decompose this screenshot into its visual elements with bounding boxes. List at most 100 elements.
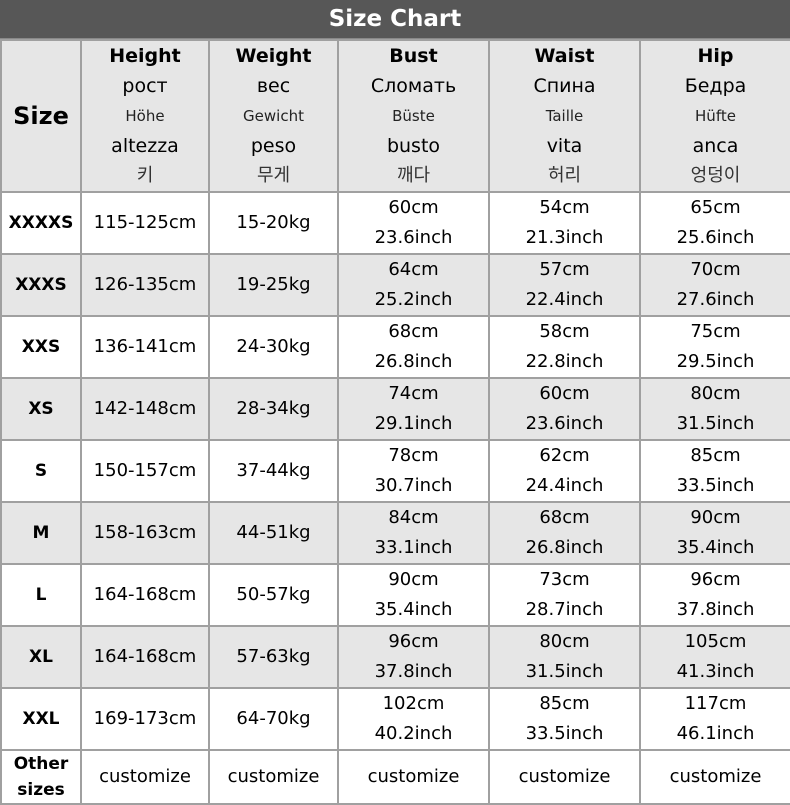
hip-inch: 31.5inch <box>676 413 755 434</box>
header-label-it: vita <box>546 135 583 157</box>
waist-cell: 54cm 21.3inch <box>488 191 641 255</box>
header-label-it: altezza <box>111 135 179 157</box>
header-label-ko: 키 <box>136 165 154 186</box>
waist-cm: 68cm <box>539 507 590 528</box>
other-label-line1: Other <box>13 754 69 774</box>
header-weight: Weight вес Gewicht peso 무게 <box>208 39 339 193</box>
waist-inch: 26.8inch <box>525 537 604 558</box>
customize-cell: customize <box>337 749 490 805</box>
waist-cm: 85cm <box>539 693 590 714</box>
waist-cm: 80cm <box>539 631 590 652</box>
hip-cell: 75cm 29.5inch <box>639 315 790 379</box>
hip-cm: 90cm <box>690 507 741 528</box>
hip-cell: 96cm 37.8inch <box>639 563 790 627</box>
header-label-ko: 허리 <box>547 165 582 186</box>
waist-cm: 73cm <box>539 569 590 590</box>
header-label-en: Hip <box>697 45 734 67</box>
header-row: Size Height рост Höhe altezza 키 Weight вес Gewi… <box>0 39 790 193</box>
waist-inch: 31.5inch <box>525 661 604 682</box>
size-cell: XL <box>0 625 82 689</box>
table-row: XXS 136-141cm 24-30kg 68cm 26.8inch 58cm 22.8i… <box>0 315 790 379</box>
hip-cell: 90cm 35.4inch <box>639 501 790 565</box>
customize-cell: customize <box>80 749 210 805</box>
size-cell: XXXS <box>0 253 82 317</box>
waist-inch: 21.3inch <box>525 227 604 248</box>
bust-inch: 25.2inch <box>374 289 453 310</box>
height-cell: 126-135cm <box>80 253 210 317</box>
table-row: XS 142-148cm 28-34kg 74cm 29.1inch 60cm 23.6in… <box>0 377 790 441</box>
waist-inch: 28.7inch <box>525 599 604 620</box>
header-label-en: Weight <box>235 45 312 67</box>
hip-cm: 85cm <box>690 445 741 466</box>
table-row: XXXXS 115-125cm 15-20kg 60cm 23.6inch 54cm 21.… <box>0 191 790 255</box>
weight-cell: 50-57kg <box>208 563 339 627</box>
table-row: S 150-157cm 37-44kg 78cm 30.7inch 62cm 24.4inc… <box>0 439 790 503</box>
bust-inch: 37.8inch <box>374 661 453 682</box>
weight-cell: 57-63kg <box>208 625 339 689</box>
height-cell: 136-141cm <box>80 315 210 379</box>
header-label-en: Waist <box>534 45 595 67</box>
weight-cell: 44-51kg <box>208 501 339 565</box>
bust-cell: 64cm 25.2inch <box>337 253 490 317</box>
bust-inch: 30.7inch <box>374 475 453 496</box>
header-label-ko: 무게 <box>256 165 291 186</box>
hip-cm: 96cm <box>690 569 741 590</box>
header-bust: Bust Сломать Büste busto 깨다 <box>337 39 490 193</box>
header-label-en: Bust <box>389 45 438 67</box>
weight-cell: 15-20kg <box>208 191 339 255</box>
bust-cm: 60cm <box>388 197 439 218</box>
bust-inch: 35.4inch <box>374 599 453 620</box>
bust-inch: 40.2inch <box>374 723 453 744</box>
waist-inch: 22.4inch <box>525 289 604 310</box>
bust-cell: 78cm 30.7inch <box>337 439 490 503</box>
header-label-de: Hüfte <box>695 107 736 125</box>
waist-inch: 33.5inch <box>525 723 604 744</box>
header-label-ru: вес <box>256 75 291 97</box>
hip-inch: 27.6inch <box>676 289 755 310</box>
hip-cm: 117cm <box>684 693 747 714</box>
weight-cell: 64-70kg <box>208 687 339 751</box>
waist-cell: 85cm 33.5inch <box>488 687 641 751</box>
header-label-en: Height <box>109 45 181 67</box>
bust-cm: 68cm <box>388 321 439 342</box>
size-cell: XXS <box>0 315 82 379</box>
bust-cm: 90cm <box>388 569 439 590</box>
size-cell: M <box>0 501 82 565</box>
table-row: XXXS 126-135cm 19-25kg 64cm 25.2inch 57cm 22.4… <box>0 253 790 317</box>
hip-cm: 70cm <box>690 259 741 280</box>
header-label-it: busto <box>386 135 441 157</box>
hip-inch: 33.5inch <box>676 475 755 496</box>
waist-cm: 58cm <box>539 321 590 342</box>
height-cell: 164-168cm <box>80 563 210 627</box>
bust-cm: 102cm <box>382 693 445 714</box>
bust-inch: 29.1inch <box>374 413 453 434</box>
bust-cell: 96cm 37.8inch <box>337 625 490 689</box>
header-label-de: Büste <box>392 107 435 125</box>
customize-cell: customize <box>639 749 790 805</box>
weight-cell: 37-44kg <box>208 439 339 503</box>
chart-title: Size Chart <box>0 0 790 39</box>
bust-cell: 60cm 23.6inch <box>337 191 490 255</box>
bust-inch: 26.8inch <box>374 351 453 372</box>
other-sizes-label: Other sizes <box>0 749 82 805</box>
header-label-ko: 깨다 <box>396 165 431 186</box>
other-label-line2: sizes <box>17 780 65 800</box>
bust-cm: 74cm <box>388 383 439 404</box>
waist-cell: 58cm 22.8inch <box>488 315 641 379</box>
waist-inch: 23.6inch <box>525 413 604 434</box>
bust-cm: 78cm <box>388 445 439 466</box>
header-label-it: peso <box>250 135 297 157</box>
other-sizes-row: Other sizes customize customize customize cus… <box>0 749 790 805</box>
bust-cell: 90cm 35.4inch <box>337 563 490 627</box>
bust-cm: 84cm <box>388 507 439 528</box>
waist-cm: 60cm <box>539 383 590 404</box>
waist-cm: 57cm <box>539 259 590 280</box>
size-table: Size Height рост Höhe altezza 키 Weight вес Gewi… <box>0 39 790 805</box>
table-row: XL 164-168cm 57-63kg 96cm 37.8inch 80cm 31.5in… <box>0 625 790 689</box>
waist-cm: 62cm <box>539 445 590 466</box>
waist-cell: 73cm 28.7inch <box>488 563 641 627</box>
height-cell: 115-125cm <box>80 191 210 255</box>
hip-cell: 70cm 27.6inch <box>639 253 790 317</box>
hip-inch: 29.5inch <box>676 351 755 372</box>
hip-cell: 65cm 25.6inch <box>639 191 790 255</box>
